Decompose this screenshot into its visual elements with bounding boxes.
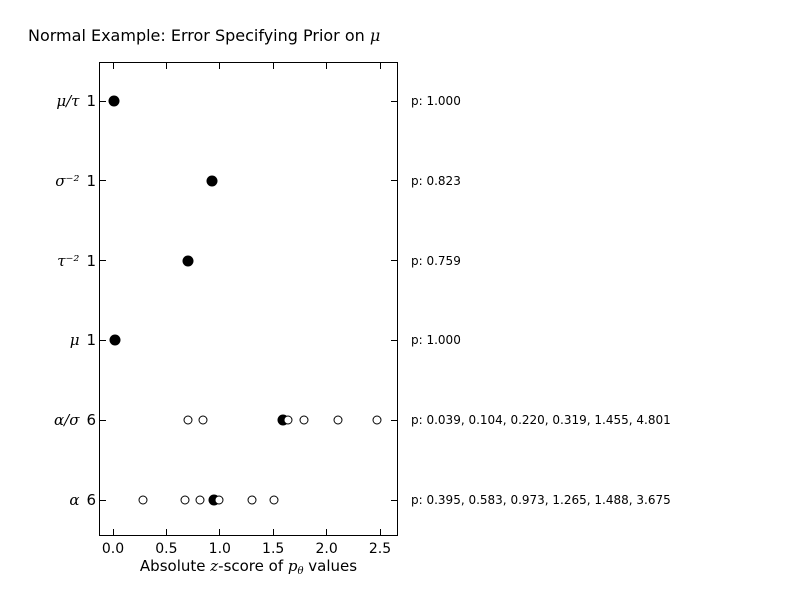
x-tick-bottom	[112, 529, 114, 535]
row-label-symbol: τ⁻²	[57, 251, 80, 270]
y-tick-left	[100, 499, 106, 501]
row-label-count: 6	[86, 411, 96, 430]
data-point-open	[283, 415, 293, 425]
chart-title-symbol: μ	[369, 26, 381, 45]
x-tick-top	[112, 63, 114, 69]
x-tick-label: 1.0	[208, 541, 231, 557]
row-p-annotation: p: 0.823	[411, 173, 461, 188]
x-axis-label-pre: Absolute	[139, 557, 211, 575]
row-label-count: 1	[86, 251, 96, 270]
y-tick-right	[391, 180, 397, 182]
row-p-annotation: p: 1.000	[411, 94, 461, 108]
data-point-filled	[182, 255, 194, 267]
row-p-annotation: p: 1.000	[411, 333, 461, 348]
x-tick-bottom	[379, 529, 381, 535]
x-axis-label: Absolute z-score of pθ values	[99, 557, 398, 577]
x-tick-bottom	[219, 529, 221, 535]
y-tick-right	[391, 499, 397, 501]
data-point-open	[299, 415, 309, 425]
x-tick-top	[219, 63, 221, 69]
data-point-open	[269, 495, 279, 505]
data-point-open	[247, 495, 257, 505]
y-tick-left	[100, 180, 106, 182]
row-label-symbol: σ⁻²	[55, 171, 80, 190]
row-label-count: 6	[86, 491, 96, 509]
x-axis-label-z: z	[210, 557, 219, 575]
data-point-open	[138, 495, 148, 505]
y-tick-left	[100, 100, 106, 102]
x-axis-label-mid: -score of	[218, 557, 288, 575]
data-point-open	[333, 415, 343, 425]
data-point-filled	[108, 95, 120, 107]
row-p-annotation: p: 0.039, 0.104, 0.220, 0.319, 1.455, 4.…	[411, 413, 671, 428]
row-label-symbol: μ	[69, 331, 80, 350]
chart-title: Normal Example: Error Specifying Prior o…	[28, 26, 380, 45]
data-point-open	[183, 415, 193, 425]
x-axis-label-theta-subscript: θ	[297, 566, 304, 577]
x-tick-top	[165, 63, 167, 69]
data-point-open	[372, 415, 382, 425]
data-point-filled	[277, 414, 289, 426]
x-axis-label-p: p	[287, 557, 298, 575]
y-tick-right	[391, 339, 397, 341]
y-tick-right	[391, 260, 397, 262]
plot-area: 0.0 0.5 1.0 1.5 2.0 2.5 μ/τ 1 p: 1.000 σ⁻² 1 p: 0.8…	[54, 62, 671, 557]
row-p-annotation: p: 0.759	[411, 253, 461, 268]
x-tick-label: 2.5	[368, 541, 392, 557]
y-tick-right	[391, 100, 397, 102]
row-label-symbol: α/σ	[54, 411, 80, 430]
x-tick-bottom	[165, 529, 167, 535]
x-tick-label: 0.5	[155, 541, 178, 557]
row-label: τ⁻² 1	[57, 252, 96, 270]
row-label: α/σ 6	[54, 411, 96, 429]
x-tick-top	[379, 63, 381, 69]
data-point-open	[195, 495, 204, 505]
x-tick-bottom	[272, 529, 274, 535]
x-tick-label: 0.0	[101, 541, 125, 557]
row-label: μ/τ 1	[56, 92, 96, 110]
y-tick-left	[100, 339, 106, 341]
x-tick-top	[326, 63, 328, 69]
x-axis-label-post: values	[303, 557, 358, 575]
row-p-annotation: p: 0.395, 0.583, 0.973, 1.265, 1.488, 3.…	[411, 493, 671, 507]
row-label-count: 1	[86, 331, 96, 350]
y-tick-right	[391, 419, 397, 421]
data-point-filled	[109, 334, 121, 346]
data-point-open	[214, 495, 224, 505]
x-tick-label: 1.5	[262, 541, 285, 557]
y-tick-left	[100, 419, 106, 421]
row-label-symbol: α	[69, 491, 80, 509]
row-label: σ⁻² 1	[55, 172, 96, 190]
data-point-filled	[206, 175, 218, 187]
x-tick-bottom	[326, 529, 328, 535]
chart-title-text: Normal Example: Error Specifying Prior o…	[28, 26, 370, 45]
y-tick-left	[100, 260, 106, 262]
x-tick-top	[272, 63, 274, 69]
row-label-count: 1	[86, 171, 96, 190]
x-tick-label: 2.0	[315, 541, 338, 557]
row-label-count: 1	[86, 92, 96, 110]
data-point-open	[180, 495, 190, 505]
row-label-symbol: μ/τ	[56, 92, 80, 110]
data-point-open	[198, 415, 208, 425]
